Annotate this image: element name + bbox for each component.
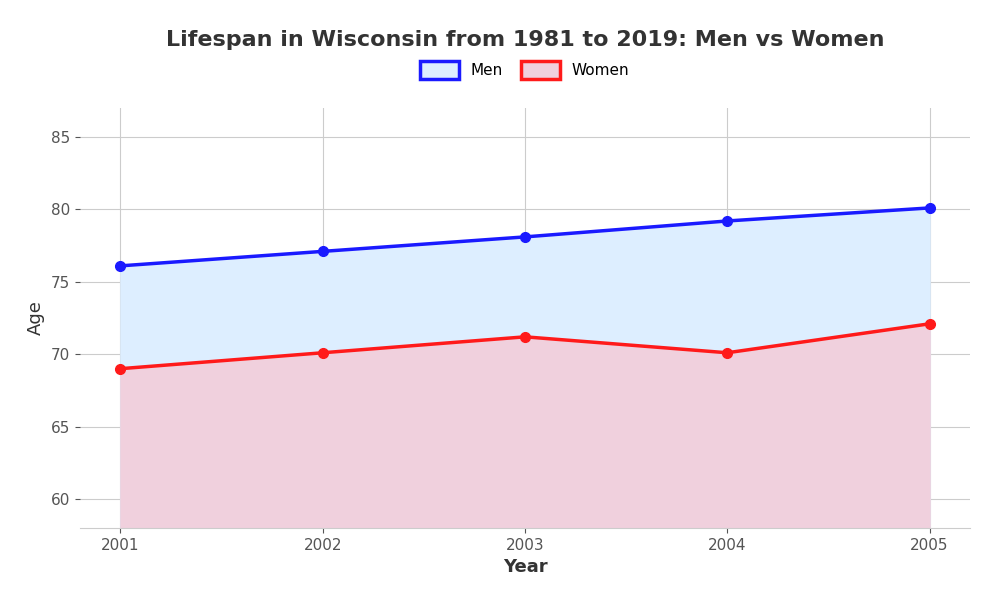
- Y-axis label: Age: Age: [27, 301, 45, 335]
- Title: Lifespan in Wisconsin from 1981 to 2019: Men vs Women: Lifespan in Wisconsin from 1981 to 2019:…: [166, 29, 884, 49]
- X-axis label: Year: Year: [503, 558, 547, 576]
- Legend: Men, Women: Men, Women: [420, 61, 630, 79]
